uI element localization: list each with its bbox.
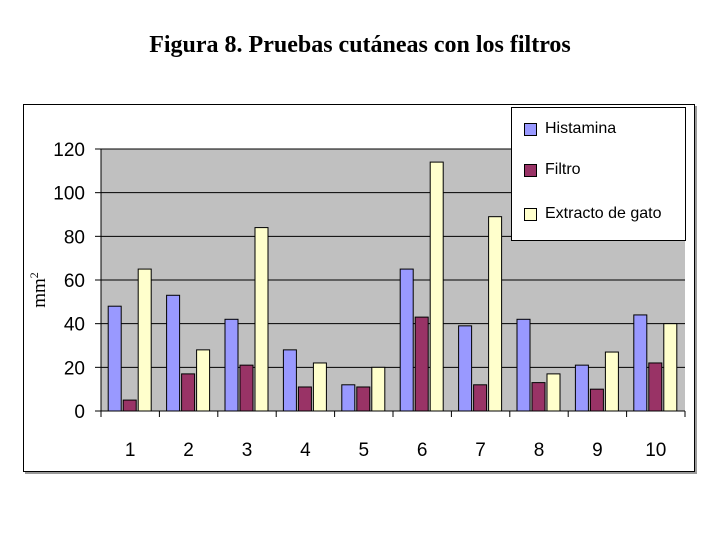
y-tick-label: 60 — [64, 271, 85, 292]
y-tick-labels: 0 20 40 60 80 100 120 — [53, 140, 85, 423]
bar-histamina-7 — [458, 325, 473, 412]
legend-item-filtro: Filtro — [524, 161, 581, 179]
bar-extracto-de-gato-1 — [137, 268, 152, 412]
y-tick-label: 80 — [64, 227, 85, 248]
bar-histamina-8 — [516, 318, 531, 412]
bar-filtro-10 — [648, 362, 663, 412]
x-tick-label: 3 — [242, 440, 253, 461]
x-tick-label: 10 — [645, 440, 666, 461]
y-axis-label: mm2 — [27, 272, 50, 308]
bar-extracto-de-gato-2 — [196, 349, 211, 412]
x-tick-label: 6 — [417, 440, 428, 461]
y-tick-label: 120 — [53, 140, 85, 161]
bar-filtro-3 — [239, 364, 254, 412]
bar-extracto-de-gato-10 — [663, 323, 678, 412]
axes — [95, 148, 686, 417]
bar-filtro-6 — [414, 316, 429, 412]
bar-extracto-de-gato-9 — [604, 351, 619, 412]
x-tick-label: 5 — [359, 440, 370, 461]
bar-histamina-2 — [166, 294, 181, 412]
x-tick-label: 7 — [475, 440, 486, 461]
y-tick-label: 0 — [74, 402, 85, 423]
y-tick-label: 100 — [53, 184, 85, 205]
legend-label-histamina: Histamina — [545, 120, 617, 137]
bar-histamina-3 — [224, 318, 239, 412]
x-tick-label: 9 — [592, 440, 603, 461]
bar-filtro-7 — [473, 384, 488, 412]
legend-swatch-filtro — [524, 163, 537, 177]
bar-histamina-9 — [574, 364, 589, 412]
y-tick-label: 20 — [64, 358, 85, 379]
x-tick-label: 4 — [300, 440, 311, 461]
legend-label-filtro: Filtro — [545, 161, 581, 178]
legend-swatch-histamina — [524, 122, 537, 136]
bar-extracto-de-gato-5 — [371, 366, 386, 412]
x-tick-labels: 1 2 3 4 5 6 7 8 9 10 — [125, 440, 666, 461]
bar-filtro-4 — [297, 386, 312, 412]
bar-filtro-8 — [531, 382, 546, 412]
bar-extracto-de-gato-7 — [488, 216, 503, 412]
legend-swatch-extracto-de-gato — [524, 207, 537, 221]
legend-item-extracto-de-gato: Extracto de gato — [524, 205, 662, 223]
bar-filtro-1 — [122, 399, 137, 412]
bar-histamina-6 — [399, 268, 414, 412]
bar-extracto-de-gato-8 — [546, 373, 561, 412]
bar-histamina-4 — [282, 349, 297, 412]
bar-extracto-de-gato-3 — [254, 227, 269, 412]
bars — [107, 161, 678, 412]
bar-histamina-1 — [107, 305, 122, 412]
y-axis-label-superscript: 2 — [27, 272, 41, 278]
bar-filtro-2 — [181, 373, 196, 412]
bar-extracto-de-gato-6 — [429, 161, 444, 412]
legend-label-extracto-de-gato: Extracto de gato — [545, 205, 662, 222]
chart-title: Figura 8. Pruebas cutáneas con los filtr… — [149, 32, 571, 58]
bar-histamina-5 — [341, 384, 356, 412]
bar-filtro-5 — [356, 386, 371, 412]
legend-item-histamina: Histamina — [524, 120, 616, 138]
y-axis-label-text: mm — [29, 278, 50, 308]
y-tick-label: 40 — [64, 315, 85, 336]
bar-histamina-10 — [633, 314, 648, 412]
x-tick-label: 1 — [125, 440, 136, 461]
bar-extracto-de-gato-4 — [312, 362, 327, 412]
legend: Histamina Filtro Extracto de gato — [511, 107, 686, 241]
x-tick-label: 8 — [534, 440, 545, 461]
x-tick-label: 2 — [183, 440, 194, 461]
bar-filtro-9 — [589, 388, 604, 412]
